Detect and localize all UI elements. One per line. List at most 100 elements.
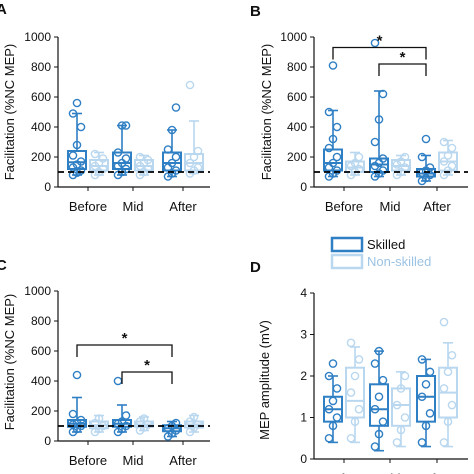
data-point: [425, 163, 435, 172]
data-point: [354, 404, 364, 414]
data-point: [143, 155, 153, 165]
data-point: [324, 107, 334, 117]
category-label-b: After: [423, 199, 451, 214]
panel-letter-c: C: [0, 257, 7, 274]
box-c-skilled-2: [162, 418, 182, 441]
y-axis-label-d: MEP amplitude (mV): [257, 320, 272, 440]
data-point: [328, 61, 338, 70]
bracket-line: [121, 371, 173, 384]
box-d-nonskilled-2: [438, 317, 458, 448]
panel-c: 0 200 400 600 800 1000 Before Mid After * *: [24, 284, 210, 468]
data-point: [392, 400, 402, 410]
y-axis-labels: Facilitation (%NC MEP) Facilitation (%NC…: [2, 44, 274, 440]
data-point: [370, 404, 380, 414]
significance-bracket-b: *: [378, 49, 427, 76]
data-point: [68, 409, 78, 419]
data-point: [117, 121, 127, 130]
data-point: [135, 152, 145, 162]
box-b-nonskilled-1: [391, 152, 411, 180]
data-point: [417, 438, 427, 447]
y-tick-label-a: 600: [31, 90, 51, 104]
panel-b: 0 200 400 600 800 1000 Before Mid After * *: [280, 30, 468, 214]
data-point: [328, 421, 338, 431]
category-label-a: Mid: [123, 199, 144, 214]
panel-letter-a: A: [0, 1, 7, 18]
box-c-nonskilled-2: [184, 412, 204, 437]
data-point: [68, 420, 78, 429]
data-point: [185, 158, 195, 168]
category-label-d: Mid: [380, 471, 401, 474]
category-label-c: Mid: [123, 453, 144, 468]
data-point: [171, 152, 181, 162]
data-point: [332, 166, 342, 175]
data-point: [163, 145, 173, 154]
data-point: [400, 152, 410, 162]
data-point: [94, 414, 104, 423]
y-tick-label-d: 3: [300, 328, 307, 342]
data-point: [400, 413, 410, 422]
y-tick-label-b: 1000: [280, 30, 307, 44]
data-point: [417, 355, 427, 364]
data-point: [421, 421, 431, 431]
data-point: [439, 317, 449, 327]
data-point: [193, 420, 203, 429]
y-tick-label-b: 800: [287, 60, 307, 74]
box-c-skilled-0: [67, 370, 87, 437]
data-point: [396, 425, 406, 435]
data-point: [443, 151, 453, 160]
box-d-skilled-0: [323, 359, 343, 444]
y-tick-label-d: 2: [300, 369, 307, 383]
box-a-nonskilled-0: [89, 149, 109, 180]
significance-star: *: [144, 357, 150, 374]
category-label-b: Mid: [380, 199, 401, 214]
y-axis-label-c: Facilitation (%NC MEP): [2, 294, 17, 431]
data-point: [447, 400, 457, 410]
data-point: [324, 404, 334, 414]
data-point: [378, 89, 388, 99]
data-point: [421, 379, 431, 389]
data-point: [139, 414, 149, 423]
data-point: [447, 350, 457, 360]
data-point: [189, 412, 199, 422]
data-point: [76, 415, 86, 425]
data-point: [121, 154, 131, 163]
data-point: [332, 413, 342, 422]
data-point: [425, 367, 435, 377]
data-point: [370, 359, 380, 368]
legend-label-nonskilled: Non-skilled: [367, 254, 431, 269]
data-point: [378, 166, 388, 175]
box-d-nonskilled-0: [345, 338, 365, 444]
y-tick-label-a: 1000: [24, 30, 51, 44]
data-point: [417, 152, 427, 162]
data-point: [370, 38, 380, 48]
box-c-nonskilled-0: [89, 414, 109, 437]
significance-bracket-b: *: [332, 33, 427, 60]
data-point: [443, 367, 453, 377]
panel-letter-d: D: [250, 259, 261, 276]
data-point: [447, 161, 457, 171]
data-point: [328, 158, 338, 168]
box-c-nonskilled-1: [134, 414, 154, 435]
category-label-d: After: [423, 471, 451, 474]
y-axis-label-b: Facilitation (%NC MEP): [259, 44, 274, 181]
box-b-skilled-2: [416, 134, 436, 186]
data-point: [113, 148, 123, 157]
data-point: [396, 384, 406, 393]
category-label-a: Before: [69, 199, 107, 214]
data-point: [72, 98, 82, 108]
data-point: [328, 359, 338, 368]
data-point: [68, 151, 78, 160]
data-point: [439, 384, 449, 393]
y-tick-label-b: 200: [287, 150, 307, 164]
data-point: [350, 371, 360, 381]
y-tick-label-c: 200: [31, 404, 51, 418]
data-point: [400, 163, 410, 172]
category-label-c: Before: [69, 453, 107, 468]
category-label-d: Before: [325, 471, 363, 474]
box-b-nonskilled-0: [345, 151, 365, 180]
y-tick-label-b: 0: [300, 180, 307, 194]
data-point: [171, 166, 181, 175]
y-tick-label-a: 400: [31, 120, 51, 134]
